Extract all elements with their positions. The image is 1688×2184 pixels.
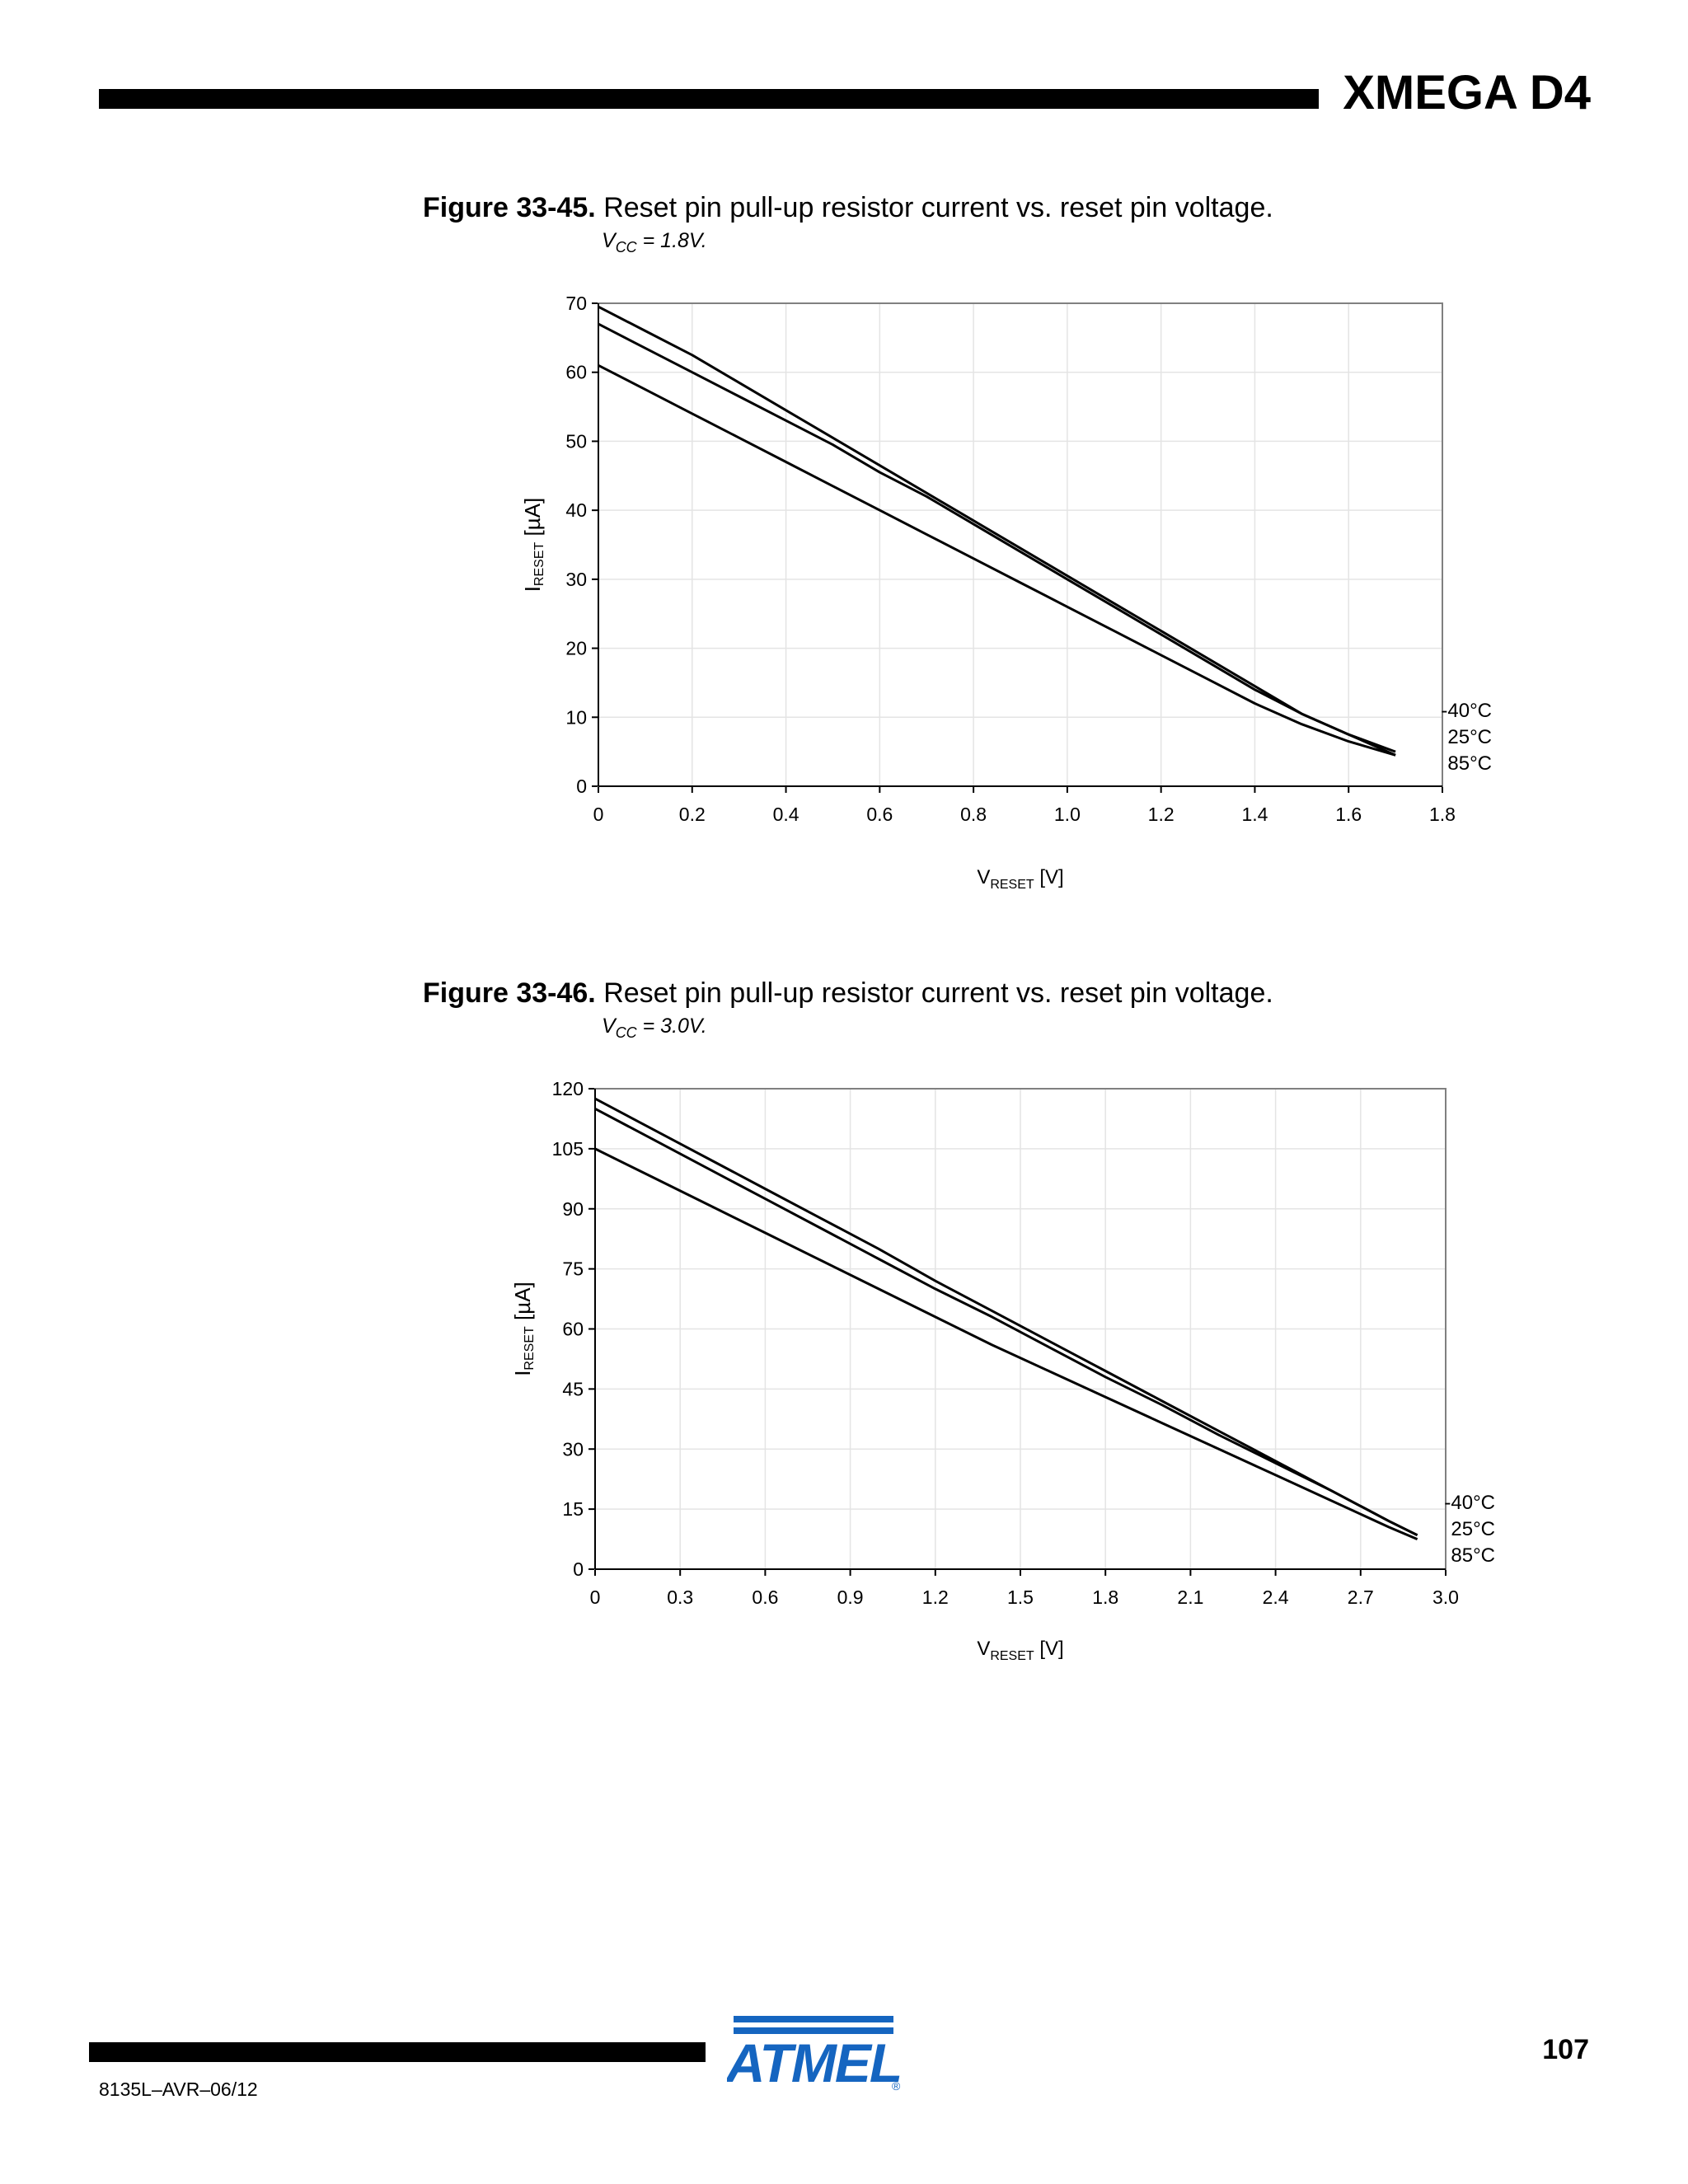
figure-caption: Figure 33-45. Reset pin pull-up resistor… xyxy=(423,191,1273,224)
page-number: 107 xyxy=(1542,2034,1589,2065)
footer-rule xyxy=(89,2042,706,2062)
x-tick-label: 0.6 xyxy=(866,804,893,825)
series-line xyxy=(598,305,1396,757)
y-tick-label: 70 xyxy=(565,293,587,314)
x-tick-label: 0.4 xyxy=(773,804,799,825)
x-tick-label: 1.4 xyxy=(1241,804,1268,825)
atmel-logo: ATMEL ® xyxy=(727,2016,903,2093)
x-tick-label: 1.0 xyxy=(1054,804,1081,825)
legend-label: -40°C xyxy=(1441,700,1492,722)
x-tick-label: 0.2 xyxy=(679,804,706,825)
x-tick-label: 0.8 xyxy=(960,804,987,825)
document-code: 8135L–AVR–06/12 xyxy=(99,2079,258,2100)
legend-label: 25°C xyxy=(1447,726,1492,748)
y-axis-label: IRESET [µA] xyxy=(520,498,546,593)
y-tick-label: 0 xyxy=(576,776,587,797)
figure-condition: VCC = 3.0V. xyxy=(602,1015,707,1041)
header-rule xyxy=(99,89,1319,109)
figure-title: Reset pin pull-up resistor current vs. r… xyxy=(603,192,1273,223)
figure-number: Figure 33-45. xyxy=(423,192,596,223)
x-axis-label: VRESET [V] xyxy=(977,866,1063,892)
document-title: XMEGA D4 xyxy=(1343,66,1591,120)
y-tick-label: 30 xyxy=(565,569,587,590)
svg-text:®: ® xyxy=(892,2079,901,2093)
x-tick-label: 0 xyxy=(593,804,604,825)
figure-number: Figure 33-46. xyxy=(423,977,596,1009)
series-line xyxy=(598,322,1396,753)
y-tick-label: 10 xyxy=(565,706,587,728)
y-tick-label: 50 xyxy=(565,430,587,452)
y-tick-label: 20 xyxy=(565,638,587,659)
y-tick-label: 40 xyxy=(565,499,587,521)
x-tick-label: 1.2 xyxy=(1148,804,1175,825)
figure-title: Reset pin pull-up resistor current vs. r… xyxy=(603,977,1273,1009)
svg-text:ATMEL: ATMEL xyxy=(727,2032,901,2093)
figure-condition: VCC = 1.8V. xyxy=(602,229,707,255)
x-tick-label: 1.6 xyxy=(1335,804,1362,825)
x-tick-label: 1.8 xyxy=(1429,804,1456,825)
figure-caption: Figure 33-46. Reset pin pull-up resistor… xyxy=(423,977,1273,1010)
y-tick-label: 60 xyxy=(565,362,587,383)
legend-label: 85°C xyxy=(1447,752,1492,775)
series-line xyxy=(598,363,1396,757)
